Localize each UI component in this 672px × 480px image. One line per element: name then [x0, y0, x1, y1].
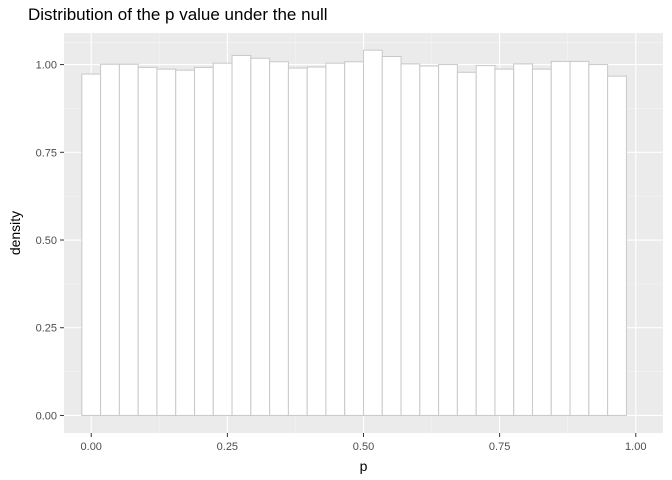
x-tick-label: 0.00	[81, 441, 102, 453]
histogram-bar	[175, 69, 196, 416]
axes: 0.00 0.25 0.50 0.75 1.00 0.00 0.25 0.50 0.75 1.00	[36, 60, 647, 453]
histogram-bar	[306, 66, 327, 416]
histogram-bars	[81, 49, 627, 416]
x-tick-label: 0.25	[217, 441, 238, 453]
histogram-bar	[588, 64, 609, 416]
histogram-bar	[118, 63, 139, 416]
histogram-bar	[100, 63, 120, 416]
y-axis-title: density	[7, 211, 23, 255]
histogram-bar	[231, 54, 252, 416]
histogram-bar	[325, 62, 346, 416]
x-axis-title: p	[360, 458, 368, 474]
histogram-bar	[569, 60, 590, 416]
y-tick-label: 0.25	[36, 323, 57, 335]
y-tick-label: 0.00	[36, 410, 57, 422]
histogram-bar	[137, 66, 158, 416]
histogram-bar	[400, 63, 421, 416]
histogram-bar	[250, 57, 271, 416]
x-tick-label: 0.50	[353, 441, 374, 453]
histogram-bar	[456, 71, 477, 416]
histogram-bar	[381, 56, 402, 416]
histogram-bar	[156, 68, 177, 416]
histogram-bar	[550, 60, 571, 416]
histogram-bar	[438, 64, 458, 416]
histogram-bar	[363, 49, 383, 416]
histogram-bar	[419, 65, 440, 416]
histogram-bar	[531, 68, 552, 416]
y-tick-label: 0.50	[36, 235, 57, 247]
histogram-bar	[269, 61, 289, 416]
histogram-bar	[475, 65, 496, 416]
histogram-bar	[513, 63, 533, 416]
histogram-bar	[81, 73, 102, 416]
y-tick-label: 0.75	[36, 147, 57, 159]
y-tick-label: 1.00	[36, 60, 57, 72]
chart-title: Distribution of the p value under the nu…	[28, 5, 328, 24]
x-tick-label: 0.75	[489, 441, 510, 453]
histogram-bar	[194, 66, 214, 416]
histogram-bar	[344, 61, 365, 416]
x-tick-label: 1.00	[625, 441, 646, 453]
histogram-bar	[494, 68, 515, 416]
histogram-bar	[212, 62, 233, 416]
histogram-bar	[287, 67, 308, 416]
histogram-bar	[607, 75, 627, 416]
